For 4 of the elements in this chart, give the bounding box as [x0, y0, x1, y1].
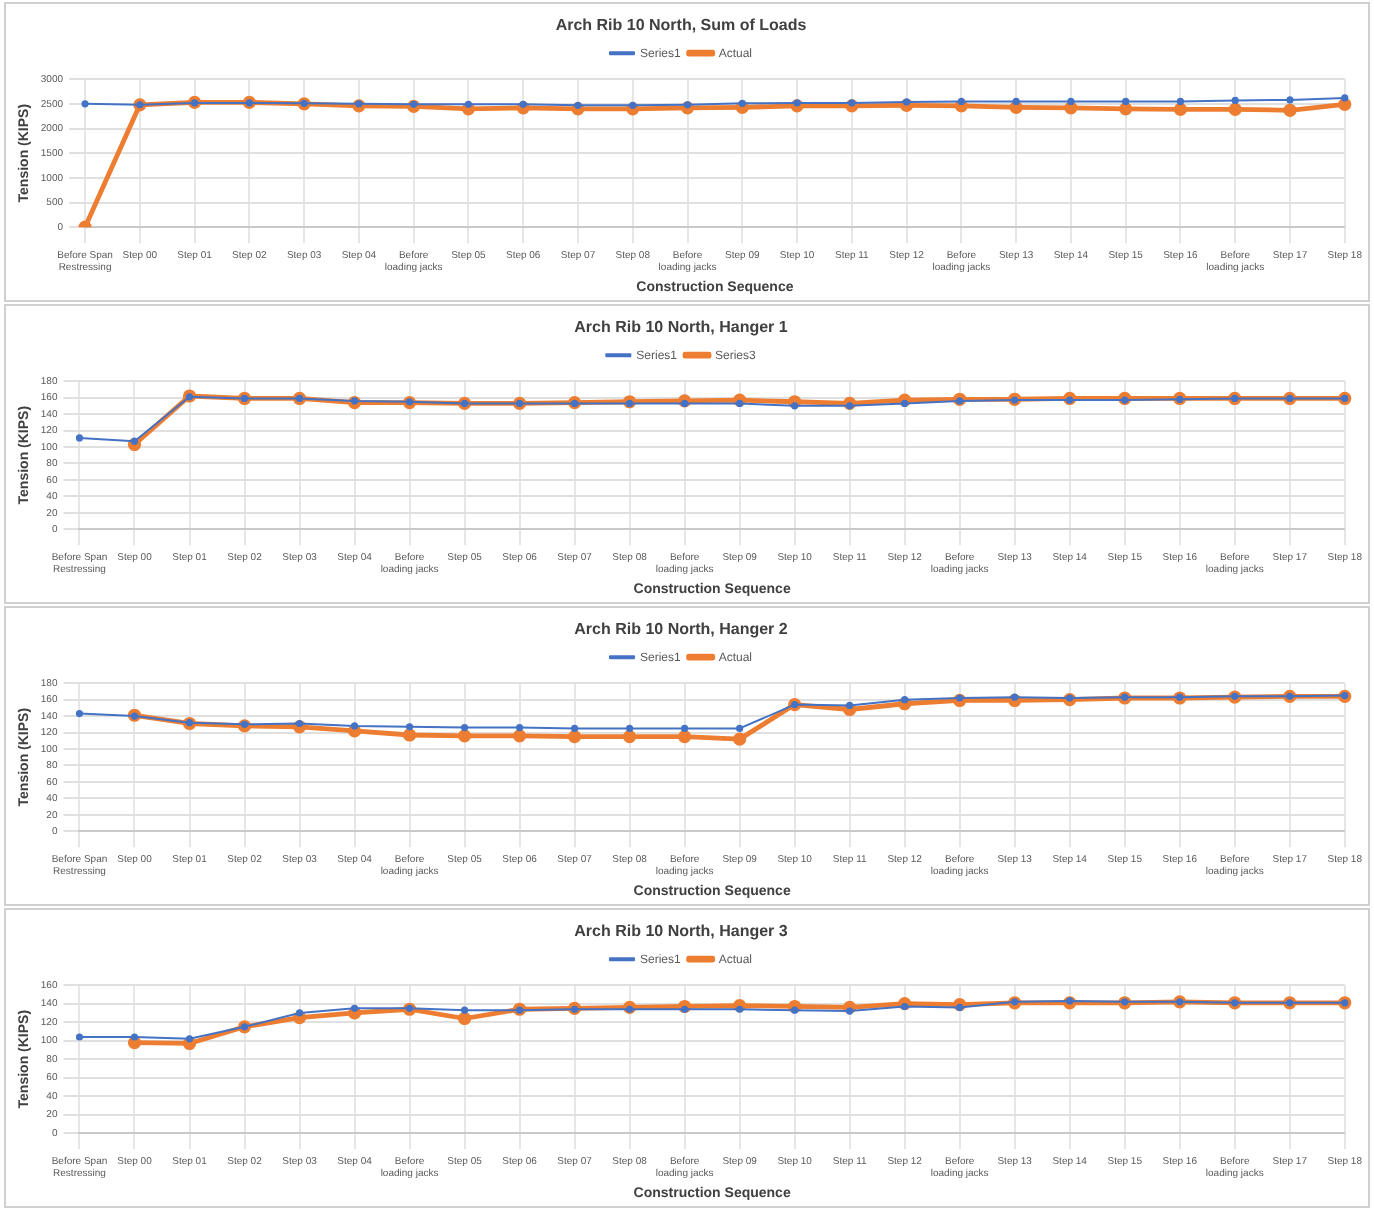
chart-title: Arch Rib 10 North, Hanger 1: [574, 318, 789, 337]
chart-title: Arch Rib 10 North, Hanger 2: [574, 620, 789, 639]
chart-title: Arch Rib 10 North, Sum of Loads: [555, 16, 808, 35]
chart-title: Arch Rib 10 North, Hanger 3: [574, 922, 789, 941]
